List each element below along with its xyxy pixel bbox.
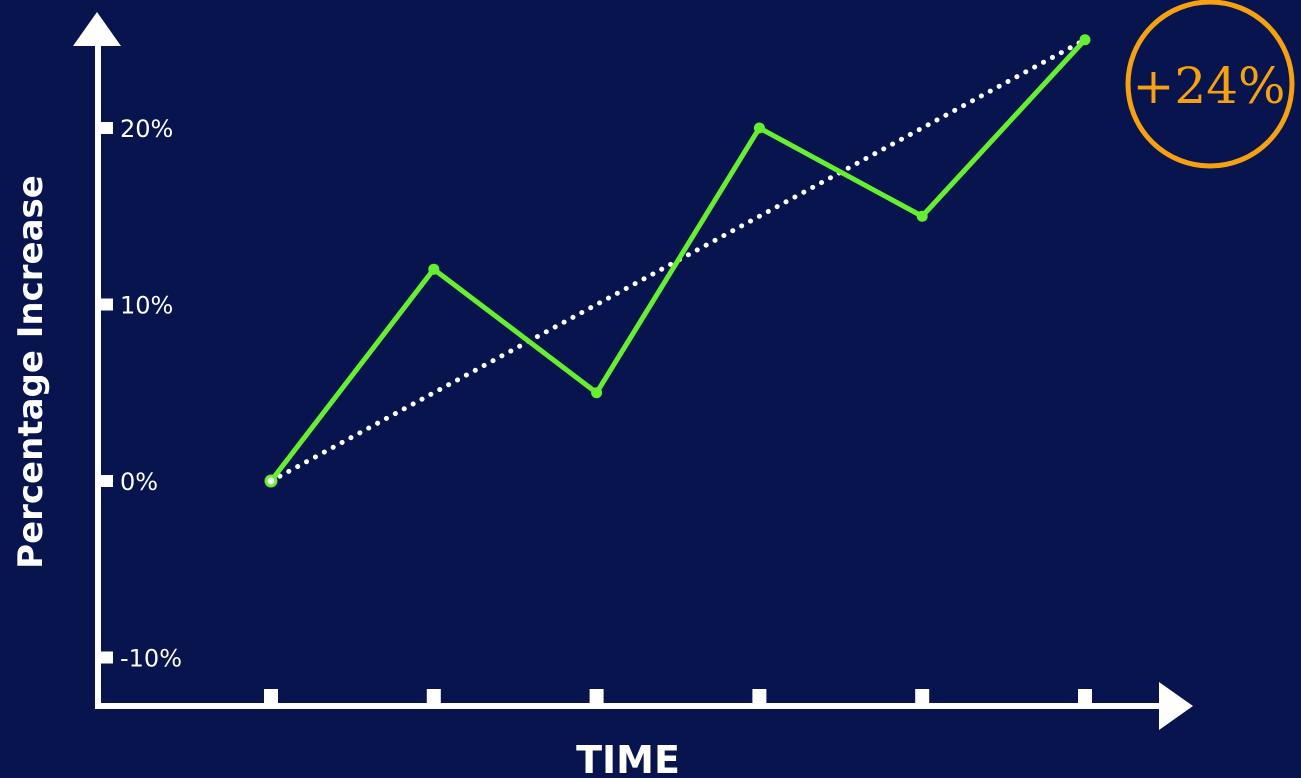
series-layer: [264, 34, 1091, 488]
x-tick-mark: [1078, 689, 1092, 703]
y-tick-mark: [101, 122, 113, 134]
x-tick-mark: [752, 689, 767, 703]
data-point: [1079, 34, 1091, 46]
x-tick-mark: [426, 689, 441, 703]
y-tick-mark: [101, 475, 113, 487]
y-axis-title: Percentage Increase: [11, 175, 51, 569]
x-axis-arrow: [1159, 682, 1193, 730]
series-line: [269, 38, 1087, 483]
data-point: [916, 210, 928, 222]
y-tick-mark: [101, 651, 113, 664]
x-tick-mark: [589, 689, 604, 703]
y-tick-label: 10%: [120, 292, 173, 320]
y-ticks: 20% 10% 0% -10%: [101, 115, 182, 673]
data-point: [591, 387, 603, 399]
x-axis-title: TIME: [576, 738, 680, 778]
y-axis-arrow: [73, 12, 121, 46]
x-tick-mark: [915, 689, 930, 703]
data-point: [753, 122, 765, 134]
data-point: [428, 263, 440, 275]
increase-badge: +24%: [1125, 0, 1295, 169]
badge-circle: [1125, 0, 1295, 169]
y-tick-label: 20%: [120, 115, 173, 143]
y-tick-label: -10%: [120, 645, 182, 673]
data-point: [264, 474, 278, 488]
badge-text: +24%: [1132, 57, 1285, 115]
y-tick-label: 0%: [120, 468, 158, 496]
x-ticks: [264, 689, 1092, 703]
x-tick-mark: [264, 689, 278, 703]
y-tick-mark: [101, 298, 113, 311]
